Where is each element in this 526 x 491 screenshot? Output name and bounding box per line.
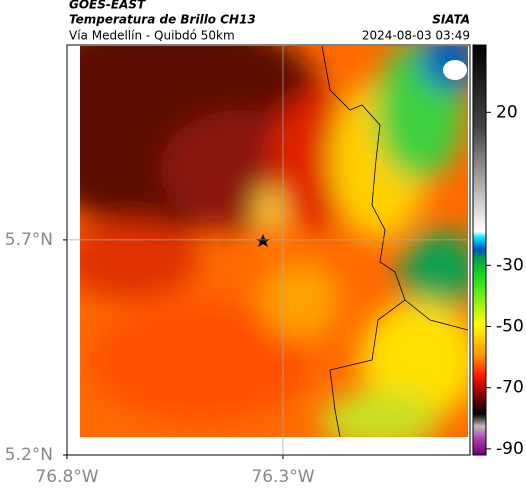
x-tick-label: 76.8°W xyxy=(35,467,98,487)
location-marker xyxy=(256,234,270,247)
colorbar-tick-label: 20 xyxy=(496,102,518,122)
y-tick-label: 5.2°N xyxy=(5,445,53,465)
subtitle: Vía Medellín - Quibdó 50km xyxy=(69,29,235,43)
x-tick-label: 76.3°W xyxy=(251,467,314,487)
colorbar-tick-label: -70 xyxy=(496,378,524,398)
brand: SIATA xyxy=(432,13,470,27)
border xyxy=(404,299,469,331)
y-tick-label: 5.7°N xyxy=(5,230,53,250)
map-frame xyxy=(66,44,471,456)
border xyxy=(321,45,406,438)
temperature-field xyxy=(80,46,468,437)
colorbar xyxy=(472,44,487,456)
colorbar-tick-label: -50 xyxy=(496,316,524,336)
source: GOES-EAST xyxy=(69,0,146,12)
datetime: 2024-08-03 03:49 xyxy=(362,29,470,43)
colorbar-tick-label: -90 xyxy=(496,439,524,459)
title: Temperatura de Brillo CH13 xyxy=(69,13,256,27)
colorbar-tick-label: -30 xyxy=(496,255,524,275)
